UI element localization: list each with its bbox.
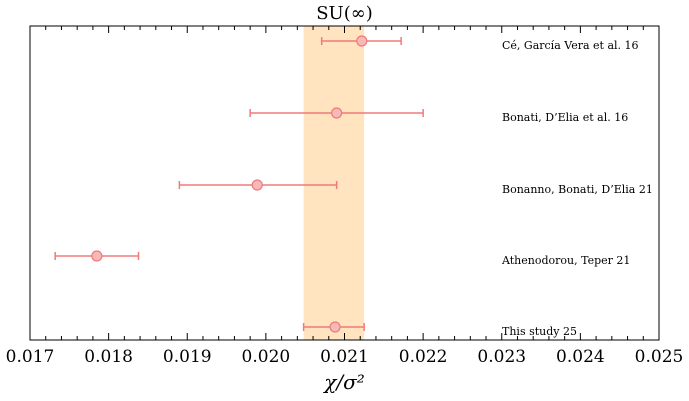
point-label: Bonati, D’Elia et al. 16 (502, 111, 628, 124)
ticks-layer: 0.017 0.018 0.019 0.020 0.021 0.022 0.023 0.024… (6, 26, 684, 367)
x-tick-label: 0.019 (163, 347, 212, 367)
x-tick-label: 0.017 (6, 347, 55, 367)
data-point (251, 179, 263, 191)
band-layer (303, 26, 365, 340)
data-point (91, 250, 103, 262)
x-tick-label: 0.020 (242, 347, 291, 367)
x-tick-label: 0.021 (320, 347, 369, 367)
central-band (303, 26, 365, 340)
data-point (356, 35, 368, 47)
labels-layer: Cé, García Vera et al. 16 Bonati, D’Elia … (501, 39, 653, 338)
x-tick-label: 0.024 (556, 347, 605, 367)
x-tick-label: 0.018 (84, 347, 133, 367)
point-label: Cé, García Vera et al. 16 (502, 39, 639, 52)
data-point (329, 321, 341, 333)
data-point (331, 107, 343, 119)
x-tick-label: 0.025 (635, 347, 684, 367)
point-label: Athenodorou, Teper 21 (501, 254, 630, 267)
point-label: This study 25 (502, 325, 577, 338)
point-label: Bonanno, Bonati, D’Elia 21 (502, 183, 653, 196)
chart-title: SU(∞) (316, 3, 373, 24)
points-layer (54, 35, 424, 333)
x-axis-label: χ/σ² (322, 370, 365, 394)
x-tick-label: 0.023 (477, 347, 526, 367)
x-tick-label: 0.022 (399, 347, 448, 367)
